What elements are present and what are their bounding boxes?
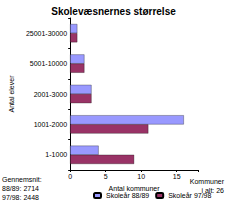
svg-text:1001-2000: 1001-2000 [34, 121, 68, 128]
svg-text:1-1000: 1-1000 [45, 151, 67, 158]
svg-text:Kommuner: Kommuner [190, 178, 225, 185]
svg-text:2001-3000: 2001-3000 [34, 91, 68, 98]
svg-text:Antal elever: Antal elever [8, 75, 15, 113]
svg-text:5001-10000: 5001-10000 [30, 60, 67, 67]
svg-text:97/98: 2448: 97/98: 2448 [2, 194, 39, 201]
svg-text:88/89: 2714: 88/89: 2714 [2, 185, 39, 192]
svg-text:5: 5 [104, 173, 108, 180]
svg-text:10: 10 [137, 173, 145, 180]
svg-text:0: 0 [68, 173, 72, 180]
svg-text:Antal kommuner: Antal kommuner [109, 185, 161, 192]
svg-text:Gennemsnit:: Gennemsnit: [2, 176, 42, 183]
svg-text:15: 15 [173, 173, 181, 180]
svg-text:Skoleår 88/89: Skoleår 88/89 [106, 192, 149, 199]
svg-text:Skolevæsnernes størrelse: Skolevæsnernes størrelse [51, 6, 176, 17]
svg-text:Skoleår 97/98: Skoleår 97/98 [168, 192, 211, 199]
svg-text:i alt: 26: i alt: 26 [201, 187, 224, 194]
svg-text:25001-30000: 25001-30000 [26, 30, 67, 37]
